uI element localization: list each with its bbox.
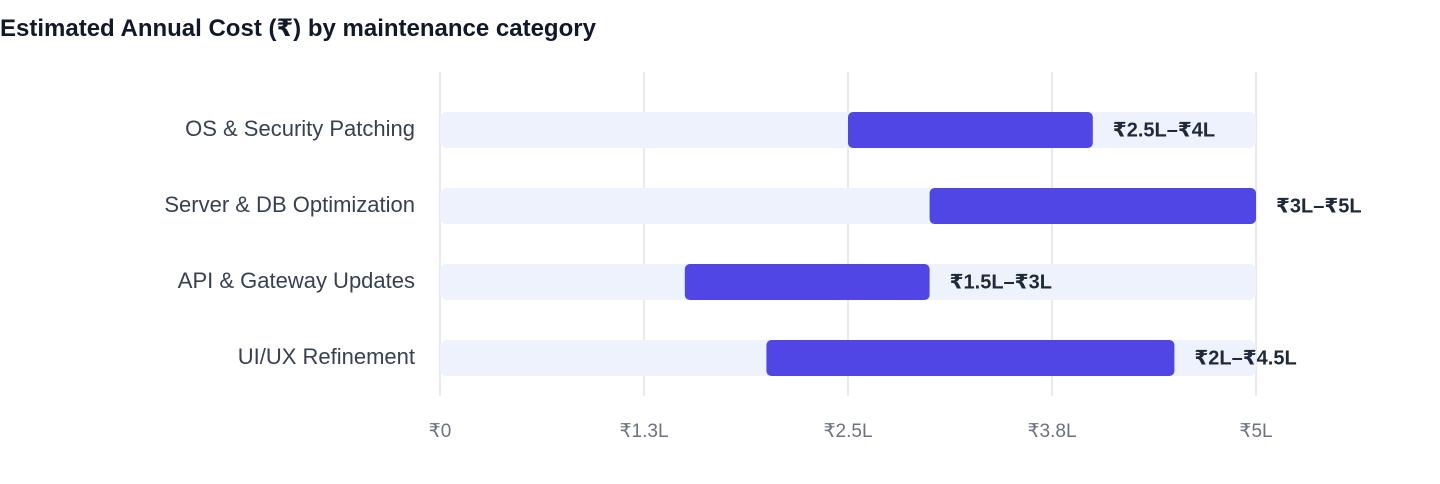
range-bar — [766, 340, 1175, 376]
x-tick-label: ₹0 — [429, 421, 452, 442]
range-value-label: ₹2L–₹4.5L — [1194, 347, 1296, 369]
range-value-label: ₹3L–₹5L — [1276, 195, 1362, 217]
x-axis: ₹0 ₹1.3L ₹2.5L ₹3.8L ₹5L — [429, 421, 1273, 442]
x-tick-label: ₹2.5L — [823, 421, 872, 442]
range-bar — [848, 112, 1093, 148]
category-label: API & Gateway Updates — [178, 268, 415, 293]
range-value-label: ₹1.5L–₹3L — [950, 271, 1052, 293]
category-label: UI/UX Refinement — [238, 344, 415, 369]
chart-row: UI/UX Refinement ₹2L–₹4.5L — [238, 340, 1297, 376]
category-label: OS & Security Patching — [185, 116, 415, 141]
range-value-label: ₹2.5L–₹4L — [1113, 119, 1215, 141]
chart-row: OS & Security Patching ₹2.5L–₹4L — [185, 112, 1256, 148]
range-bar — [929, 188, 1256, 224]
x-tick-label: ₹5L — [1239, 421, 1272, 442]
x-tick-label: ₹1.3L — [619, 421, 668, 442]
x-tick-label: ₹3.8L — [1027, 421, 1076, 442]
range-bar — [684, 264, 930, 300]
chart-rows: OS & Security Patching ₹2.5L–₹4L Server & … — [164, 112, 1362, 376]
chart-title: Estimated Annual Cost (₹) by maintenance… — [0, 15, 596, 42]
category-label: Server & DB Optimization — [164, 192, 415, 217]
chart-row: API & Gateway Updates ₹1.5L–₹3L — [178, 264, 1256, 300]
chart-row: Server & DB Optimization ₹3L–₹5L — [164, 188, 1362, 224]
